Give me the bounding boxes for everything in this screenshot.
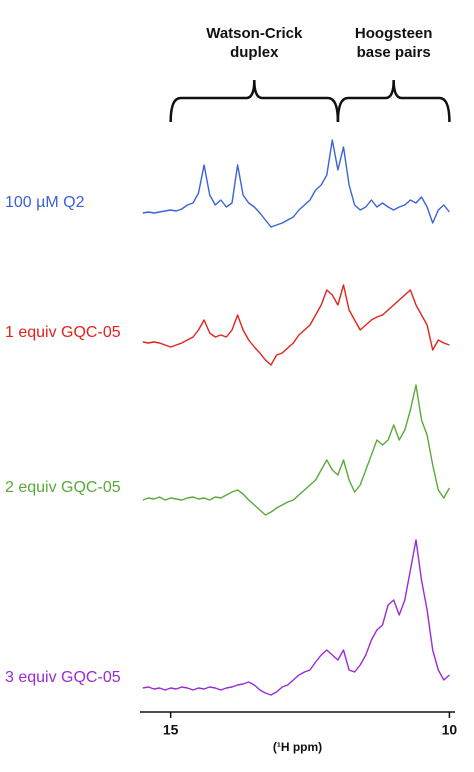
region-label: base pairs (357, 44, 431, 61)
region-label: Hoogsteen (355, 25, 433, 42)
spectrum (142, 539, 450, 696)
spectrum (142, 284, 450, 366)
series-label: 1 equiv GQC-05 (5, 324, 121, 341)
x-tick-label: 10 (442, 722, 458, 738)
bracket (169, 79, 340, 123)
x-tick-label: 15 (163, 722, 179, 738)
region-label: Watson-Crick (206, 25, 303, 42)
x-axis-label: (¹H ppm) (273, 740, 322, 754)
region-label: duplex (230, 44, 279, 61)
spectrum (142, 384, 451, 516)
spectrum (142, 139, 450, 228)
series-label: 100 µM Q2 (5, 194, 85, 211)
series-label: 3 equiv GQC-05 (5, 669, 121, 686)
series-label: 2 equiv GQC-05 (5, 479, 121, 496)
bracket (336, 79, 451, 123)
